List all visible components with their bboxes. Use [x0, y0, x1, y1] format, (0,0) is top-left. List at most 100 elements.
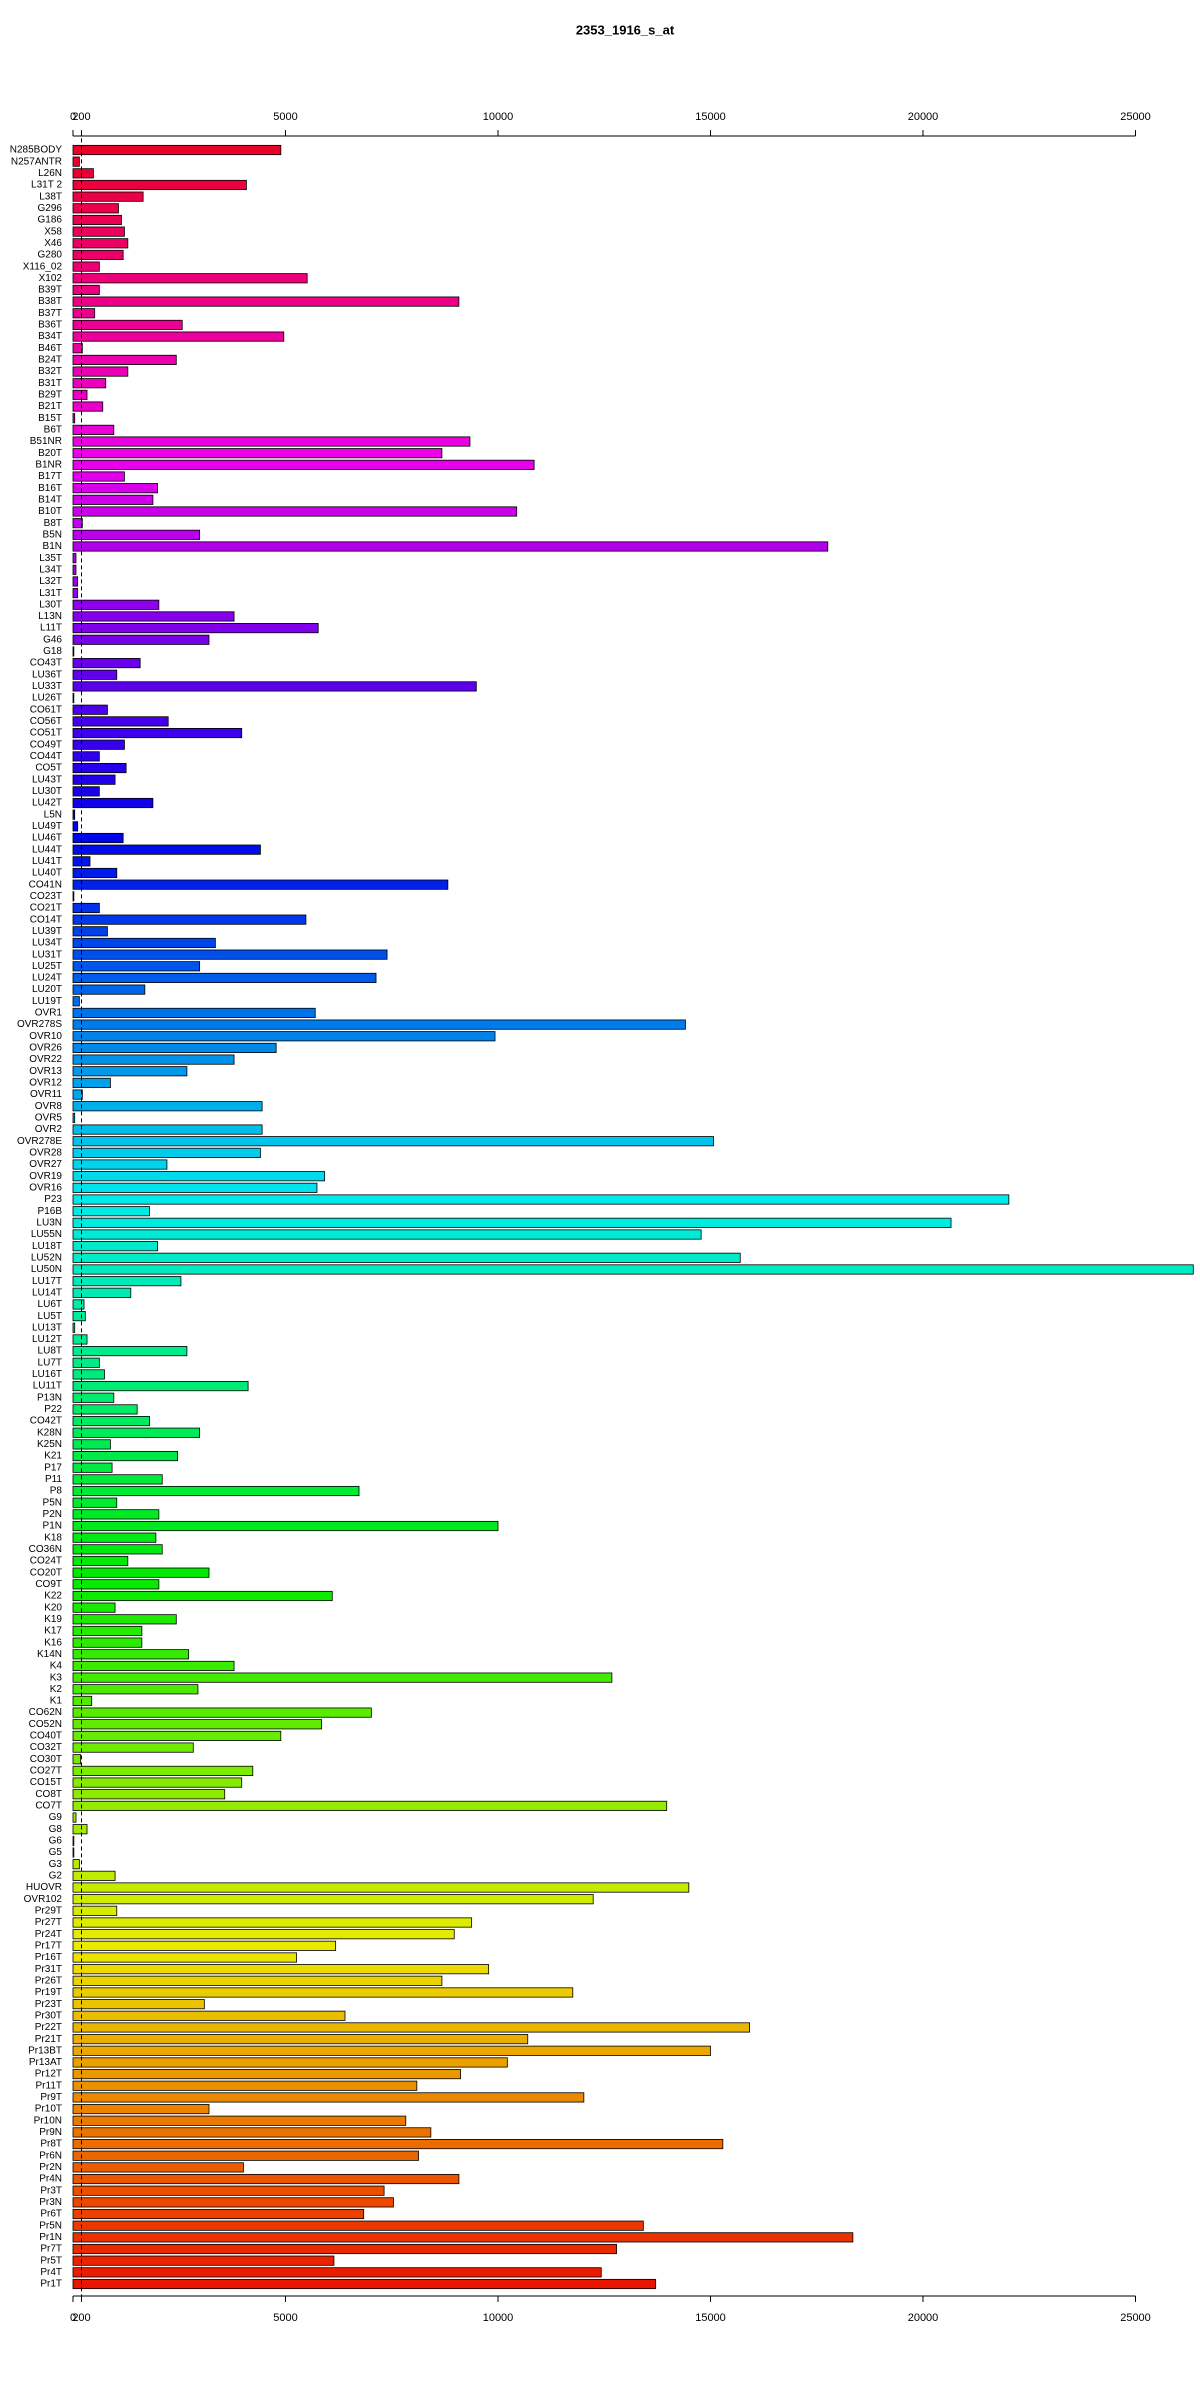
- y-tick-label: Pr7T: [40, 2244, 62, 2255]
- bar: [72, 1136, 714, 1147]
- y-tick-label: OVR27: [29, 1159, 62, 1170]
- bar: [72, 1637, 143, 1648]
- y-tick-label: G280: [38, 250, 63, 261]
- bar: [72, 2185, 385, 2196]
- bar: [72, 576, 79, 587]
- y-tick-label: LU19T: [32, 996, 62, 1007]
- bar: [72, 1929, 455, 1940]
- y-tick-label: B51NR: [30, 436, 62, 447]
- bar: [72, 459, 535, 470]
- bar: [72, 1544, 163, 1555]
- x-tick-label: 10000: [483, 111, 514, 123]
- x-tick-label: 0: [70, 111, 76, 123]
- bar: [72, 844, 261, 855]
- y-tick-label: K21: [44, 1451, 62, 1462]
- bar: [72, 681, 477, 692]
- bar: [72, 1754, 82, 1765]
- y-tick-label: G5: [49, 1847, 63, 1858]
- y-tick-label: Pr9T: [40, 2092, 62, 2103]
- bar: [72, 1252, 741, 1263]
- bar: [72, 2267, 602, 2278]
- bar: [72, 1987, 574, 1998]
- x-tick-label: 20000: [908, 111, 939, 123]
- bar: [72, 1532, 157, 1543]
- bar: [72, 506, 518, 517]
- y-tick-label: LU36T: [32, 669, 62, 680]
- y-tick-label: OVR1: [35, 1008, 63, 1019]
- bar: [72, 1229, 702, 1240]
- y-tick-label: X46: [44, 238, 62, 249]
- y-tick-label: Pr6N: [39, 2150, 62, 2161]
- y-tick-label: LU8T: [38, 1346, 62, 1357]
- y-tick-label: LU41T: [32, 856, 62, 867]
- y-tick-label: B24T: [38, 355, 62, 366]
- y-tick-label: OVR102: [24, 1894, 63, 1905]
- bar: [72, 1835, 75, 1846]
- y-tick-label: G3: [49, 1859, 63, 1870]
- y-tick-label: P23: [44, 1194, 62, 1205]
- y-tick-label: X58: [44, 226, 62, 237]
- bar: [72, 1999, 205, 2010]
- y-tick-label: HUOVR: [26, 1882, 62, 1893]
- bar: [72, 1311, 86, 1322]
- y-tick-label: LU46T: [32, 833, 62, 844]
- bar: [72, 1206, 150, 1217]
- y-tick-label: L30T: [39, 599, 62, 610]
- bar: [72, 2208, 365, 2220]
- bar: [72, 972, 377, 984]
- y-tick-label: LU12T: [32, 1334, 62, 1345]
- bar: [72, 1649, 189, 1660]
- y-tick-label: K20: [44, 1602, 62, 1613]
- y-tick-label: P22: [44, 1404, 62, 1415]
- y-tick-label: B37T: [38, 308, 62, 319]
- y-tick-label: CO9T: [35, 1579, 62, 1590]
- y-tick-label: LU24T: [32, 973, 62, 984]
- y-tick-label: LU42T: [32, 798, 62, 809]
- y-tick-label: OVR11: [30, 1089, 62, 1100]
- bar: [72, 1602, 116, 1613]
- y-tick-label: G46: [43, 634, 62, 645]
- y-tick-label: K19: [44, 1614, 62, 1625]
- y-tick-label: L13N: [38, 611, 62, 622]
- y-tick-label: G6: [49, 1836, 63, 1847]
- x-tick-label: 200: [72, 111, 90, 123]
- y-tick-label: B20T: [38, 448, 62, 459]
- bar: [72, 646, 75, 657]
- y-tick-label: G296: [38, 203, 63, 214]
- y-tick-label: K16: [44, 1637, 62, 1648]
- y-tick-label: CO56T: [30, 716, 62, 727]
- y-tick-label: G186: [38, 215, 63, 226]
- bar: [72, 343, 83, 354]
- y-tick-label: L35T: [39, 553, 62, 564]
- y-tick-label: P13N: [37, 1392, 62, 1403]
- bar: [72, 2069, 462, 2080]
- bar: [72, 1859, 80, 1870]
- bar: [72, 1194, 1010, 1205]
- bar: [72, 1474, 163, 1485]
- bar: [72, 1077, 111, 1088]
- y-tick-label: OVR19: [29, 1171, 62, 1182]
- y-tick-label: LU44T: [32, 844, 62, 855]
- bar: [72, 1334, 88, 1345]
- y-tick-label: CO61T: [30, 704, 62, 715]
- y-tick-label: OVR5: [35, 1113, 63, 1124]
- y-tick-label: OVR13: [29, 1066, 62, 1077]
- bar: [72, 1940, 337, 1951]
- y-tick-label: B34T: [38, 331, 62, 342]
- y-tick-label: OVR26: [29, 1043, 62, 1054]
- bar: [72, 2173, 460, 2185]
- bar: [72, 704, 108, 715]
- x-tick-label: 20000: [908, 2312, 939, 2324]
- bar: [72, 179, 247, 191]
- y-tick-label: OVR28: [29, 1148, 62, 1159]
- bar: [72, 564, 77, 575]
- y-tick-label: G8: [49, 1824, 63, 1835]
- y-tick-label: LU55N: [31, 1229, 62, 1240]
- bar: [72, 1101, 263, 1112]
- bar: [72, 961, 201, 972]
- bar: [72, 1964, 490, 1975]
- bar: [72, 2045, 711, 2056]
- y-tick-label: LU11T: [33, 1381, 62, 1392]
- y-tick-label: CO15T: [30, 1777, 62, 1788]
- bar: [72, 809, 76, 820]
